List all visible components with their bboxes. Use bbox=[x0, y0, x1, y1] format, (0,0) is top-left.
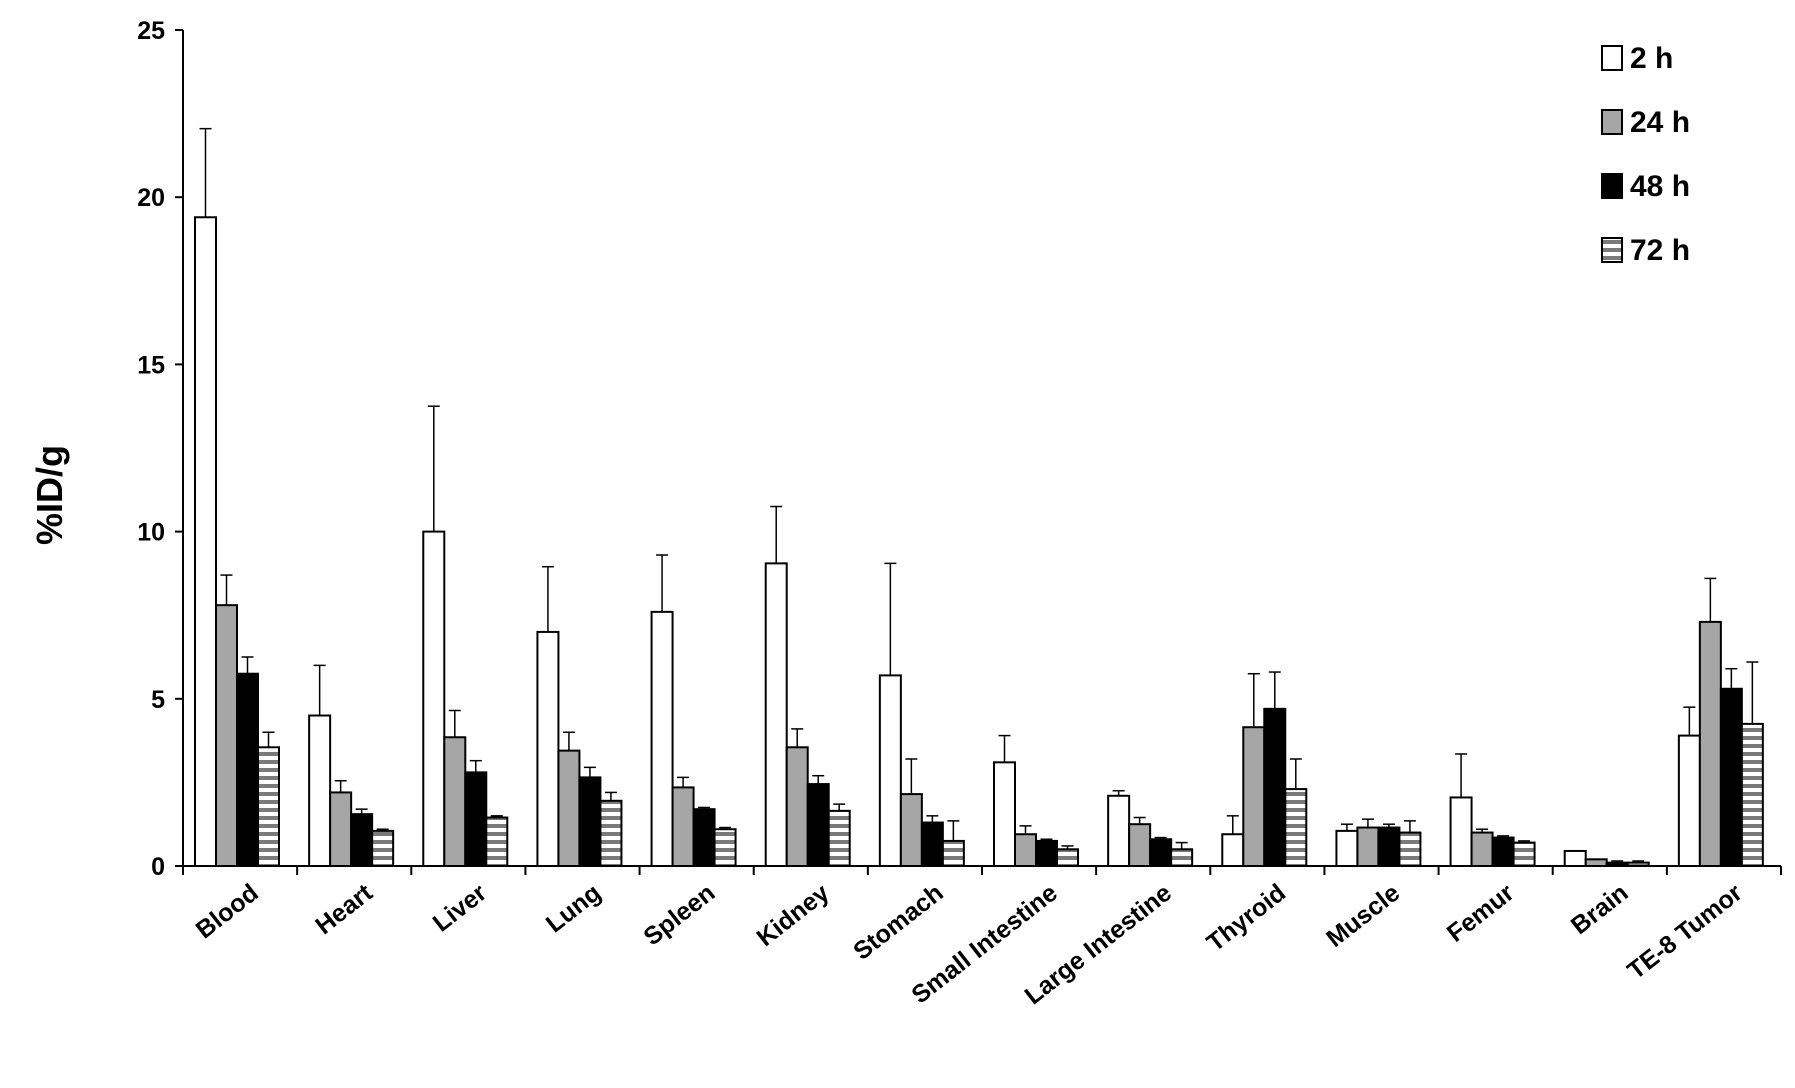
bar bbox=[1584, 858, 1608, 868]
bar bbox=[1470, 831, 1494, 867]
bar bbox=[827, 809, 851, 867]
legend-swatch bbox=[1601, 237, 1623, 263]
y-tick-label: 20 bbox=[137, 184, 165, 212]
bar bbox=[1605, 861, 1629, 868]
bar bbox=[1014, 833, 1037, 867]
y-axis-title: %ID/g bbox=[29, 445, 70, 545]
bar bbox=[1563, 849, 1587, 868]
y-tick-label: 5 bbox=[151, 686, 165, 714]
bar bbox=[806, 783, 830, 868]
x-category-label: Brain bbox=[1566, 879, 1634, 940]
bar bbox=[1128, 823, 1152, 868]
bar bbox=[1398, 831, 1422, 867]
bar bbox=[1626, 861, 1650, 868]
bar bbox=[578, 776, 602, 867]
bar bbox=[371, 829, 395, 867]
bar bbox=[899, 793, 923, 867]
bar bbox=[1170, 848, 1194, 868]
bar bbox=[1356, 826, 1380, 868]
x-category-label: TE-8 Tumor bbox=[1622, 879, 1747, 986]
x-category-label: Femur bbox=[1442, 878, 1520, 947]
legend-swatch bbox=[1601, 173, 1623, 199]
bar bbox=[1491, 836, 1515, 867]
x-category-label: Heart bbox=[310, 878, 378, 940]
legend-label: 24 h bbox=[1630, 106, 1690, 139]
bar bbox=[443, 736, 467, 867]
y-tick-label: 25 bbox=[137, 17, 165, 45]
bar bbox=[764, 562, 788, 867]
x-category-label: Lung bbox=[541, 879, 606, 939]
bar bbox=[692, 808, 716, 867]
y-tick-label: 0 bbox=[151, 853, 165, 881]
bar bbox=[1740, 722, 1764, 867]
bar bbox=[350, 813, 374, 868]
legend-label: 48 h bbox=[1630, 170, 1690, 203]
bar bbox=[1698, 620, 1722, 867]
bar bbox=[993, 761, 1016, 867]
bar bbox=[1242, 726, 1266, 867]
bar bbox=[1719, 687, 1743, 867]
x-category-label: Muscle bbox=[1321, 879, 1405, 953]
bar bbox=[1512, 841, 1536, 867]
legend-swatch bbox=[1601, 45, 1623, 71]
bar bbox=[878, 674, 902, 868]
bar bbox=[308, 714, 332, 868]
bar bbox=[671, 786, 695, 868]
bar bbox=[920, 821, 944, 868]
axes bbox=[175, 29, 1782, 875]
bar bbox=[1056, 848, 1079, 868]
x-category-labels: Blood Heart Liver Lung Spleen Kidney StomachSm… bbox=[191, 878, 1748, 1010]
legend-label: 72 h bbox=[1630, 234, 1690, 267]
legend-label: 2 h bbox=[1630, 42, 1673, 75]
bar bbox=[485, 816, 509, 868]
x-category-label: Spleen bbox=[638, 879, 720, 952]
bar bbox=[1335, 829, 1359, 867]
y-tick-label: 10 bbox=[137, 519, 165, 547]
x-category-label: Blood bbox=[191, 879, 264, 945]
x-category-label: Liver bbox=[428, 879, 493, 938]
bar bbox=[329, 791, 353, 868]
y-tick-labels: 0 5 10 15 20 25 bbox=[137, 17, 165, 881]
bar bbox=[194, 216, 217, 868]
bar bbox=[536, 630, 560, 867]
x-category-label: Thyroid bbox=[1202, 879, 1291, 958]
bar bbox=[599, 799, 623, 867]
legend-swatch bbox=[1601, 109, 1623, 135]
bar bbox=[1221, 833, 1245, 867]
bar bbox=[713, 828, 737, 868]
bar bbox=[1449, 796, 1473, 867]
bar bbox=[464, 771, 488, 867]
bar bbox=[650, 610, 674, 868]
bar bbox=[1284, 788, 1308, 868]
y-tick-label: 15 bbox=[137, 351, 165, 379]
bar bbox=[422, 530, 446, 867]
bar bbox=[215, 604, 238, 868]
bar bbox=[1035, 839, 1058, 867]
bar bbox=[785, 746, 809, 868]
bar bbox=[941, 839, 965, 867]
bar bbox=[1149, 838, 1173, 867]
x-category-label: Stomach bbox=[848, 879, 948, 966]
bar bbox=[557, 749, 581, 868]
bar bbox=[236, 672, 259, 867]
legend: 2 h 24 h 48 h 72 h bbox=[1601, 42, 1690, 267]
bar bbox=[1677, 734, 1701, 867]
bar bbox=[1263, 707, 1287, 867]
bar bbox=[1377, 826, 1401, 868]
bar bbox=[1107, 794, 1131, 867]
bars bbox=[194, 127, 1764, 868]
bar bbox=[257, 746, 280, 868]
x-category-label: Kidney bbox=[752, 879, 835, 952]
